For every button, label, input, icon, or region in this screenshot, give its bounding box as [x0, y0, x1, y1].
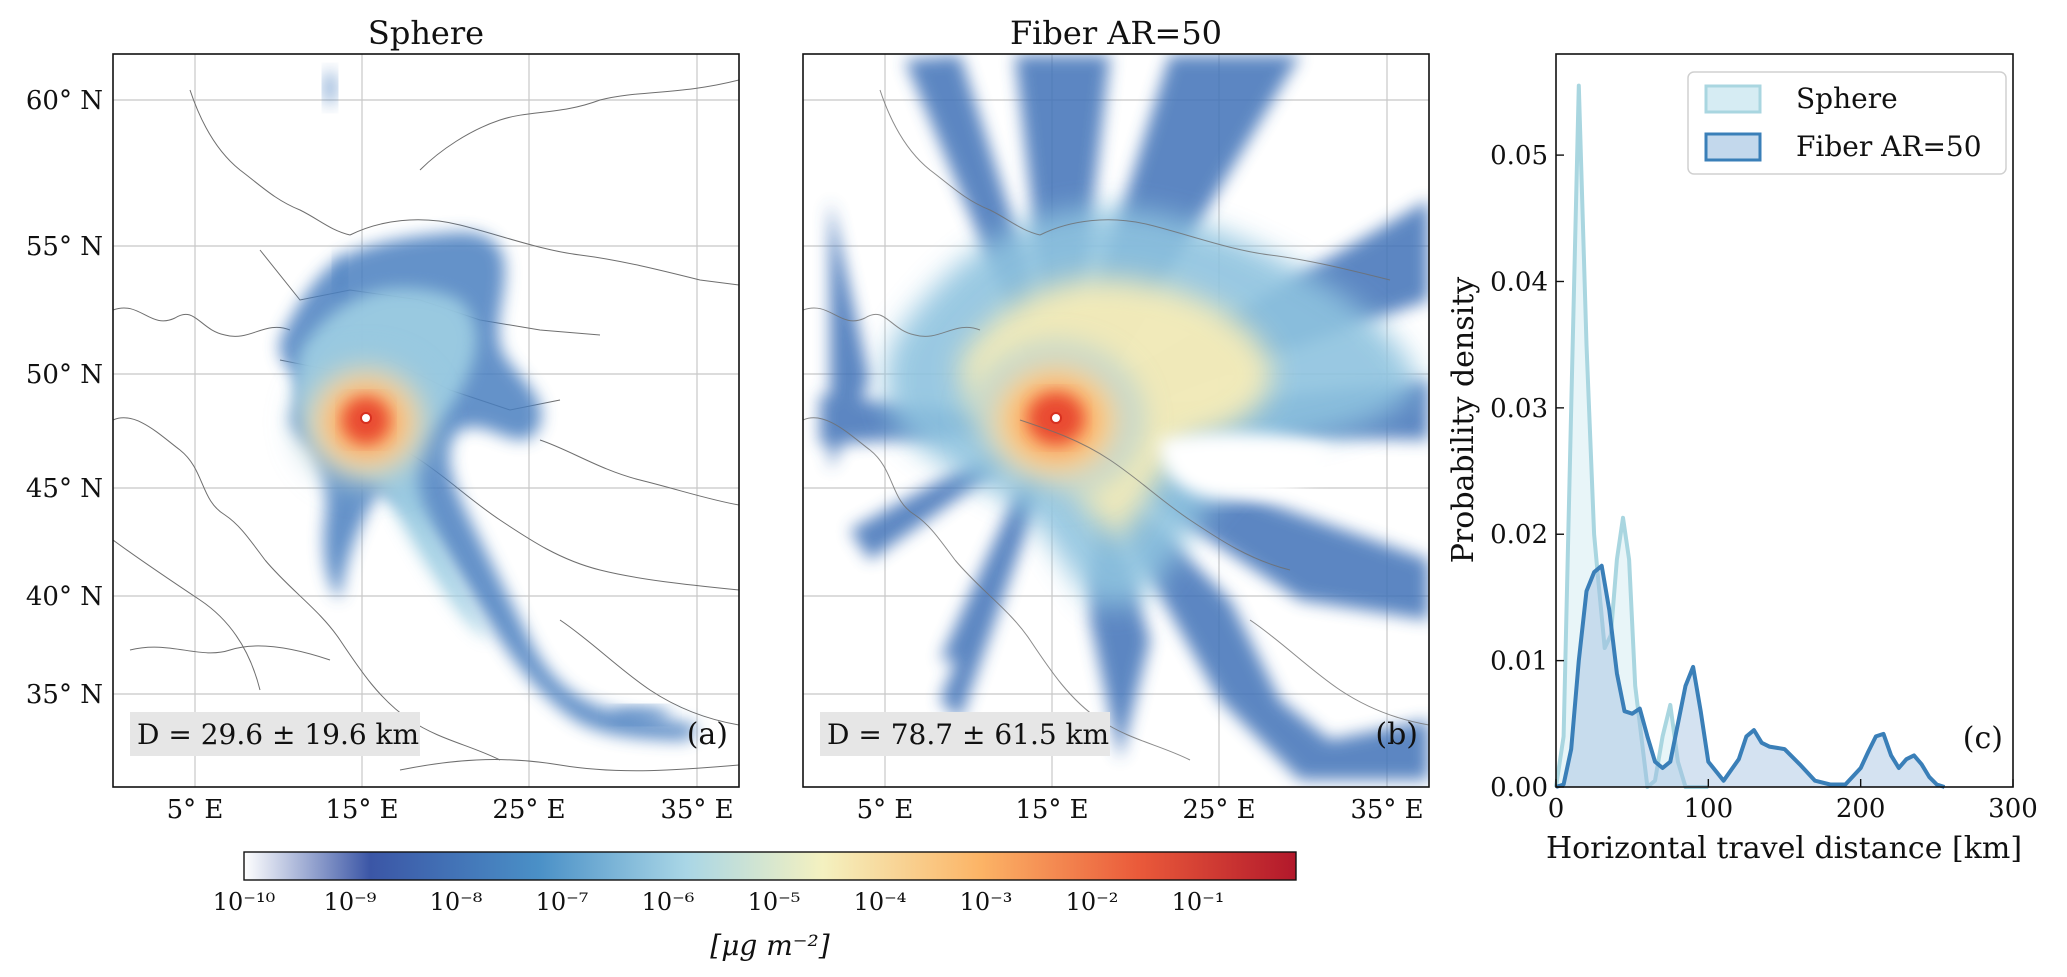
- legend-label-fiber: Fiber AR=50: [1796, 130, 1982, 163]
- map-panel-a: Sphere: [26, 14, 740, 825]
- colorbar-tick-label: 10⁻⁶: [642, 888, 695, 916]
- lon-tick-label: 25° E: [492, 795, 565, 825]
- lon-tick-label: 35° E: [660, 795, 733, 825]
- panel-a-title: Sphere: [368, 14, 484, 52]
- density-line-sphere: [1554, 83, 1709, 789]
- colorbar-tick-labels: 10⁻¹⁰ 10⁻⁹ 10⁻⁸ 10⁻⁷ 10⁻⁶ 10⁻⁵ 10⁻⁴ 10⁻³…: [213, 888, 1225, 916]
- lon-tick-labels-b: 5° E 15° E 25° E 35° E: [857, 795, 1424, 825]
- lat-tick-label: 55° N: [26, 232, 103, 262]
- lon-tick-label: 5° E: [167, 795, 224, 825]
- y-tick-label: 0.05: [1490, 141, 1548, 171]
- y-tick-label: 0.00: [1490, 773, 1548, 803]
- y-axis-label: Probability density: [1446, 277, 1481, 564]
- stat-text-a: D = 29.6 ± 19.6 km: [137, 718, 419, 751]
- colorbar-gradient: [243, 851, 1297, 881]
- lon-tick-label: 5° E: [857, 795, 914, 825]
- y-ticks: 0.00 0.01 0.02 0.03 0.04 0.05: [1490, 141, 1564, 803]
- legend-swatch-fiber: [1704, 132, 1762, 162]
- map-panel-b: Fiber AR=50: [802, 14, 1430, 825]
- lat-tick-label: 50° N: [26, 360, 103, 390]
- legend: Sphere Fiber AR=50: [1687, 71, 2007, 175]
- density-chart: 0.00 0.01 0.02 0.03 0.04 0.05 0 100 200 300 Prob…: [1446, 53, 2038, 866]
- coastlines-b: [803, 89, 1429, 761]
- y-tick-label: 0.04: [1490, 267, 1548, 297]
- panel-label-a: (a): [687, 717, 728, 752]
- x-ticks: 0 100 200 300: [1548, 779, 2038, 824]
- colorbar-tick-label: 10⁻⁸: [430, 888, 483, 916]
- legend-label-sphere: Sphere: [1796, 82, 1898, 115]
- x-tick-label: 300: [1988, 794, 2038, 824]
- colorbar-tick-label: 10⁻³: [960, 888, 1013, 916]
- source-marker-a: [360, 412, 372, 424]
- lon-tick-labels-a: 5° E 15° E 25° E 35° E: [167, 795, 734, 825]
- lon-tick-label: 25° E: [1182, 795, 1255, 825]
- lat-tick-label: 60° N: [26, 86, 103, 116]
- colorbar: 10⁻¹⁰ 10⁻⁹ 10⁻⁸ 10⁻⁷ 10⁻⁶ 10⁻⁵ 10⁻⁴ 10⁻³…: [213, 851, 1297, 962]
- x-tick-label: 100: [1684, 794, 1734, 824]
- stat-box-b: [820, 712, 1110, 756]
- lon-tick-label: 15° E: [1015, 795, 1088, 825]
- legend-swatch-sphere: [1704, 84, 1762, 114]
- colorbar-tick-label: 10⁻²: [1066, 888, 1119, 916]
- colorbar-tick-label: 10⁻⁹: [324, 888, 377, 916]
- deposition-field-b: [820, 55, 1429, 780]
- colorbar-tick-label: 10⁻⁷: [536, 888, 589, 916]
- panel-b-title: Fiber AR=50: [1010, 14, 1222, 52]
- source-marker-b: [1050, 412, 1062, 424]
- stat-box-a: [130, 712, 420, 756]
- lon-tick-label: 15° E: [325, 795, 398, 825]
- density-area-fiber: [1556, 565, 1945, 787]
- colorbar-tick-label: 10⁻¹: [1172, 888, 1225, 916]
- lat-tick-labels: 60° N 55° N 50° N 45° N 40° N 35° N: [26, 86, 103, 710]
- y-tick-label: 0.03: [1490, 394, 1548, 424]
- lat-tick-label: 35° N: [26, 680, 103, 710]
- density-plot-area: [1554, 83, 1946, 789]
- y-tick-label: 0.01: [1490, 647, 1548, 677]
- panel-label-b: (b): [1375, 717, 1418, 752]
- colorbar-label: [μg m⁻²]: [710, 929, 830, 962]
- lon-tick-label: 35° E: [1350, 795, 1423, 825]
- colorbar-tick-label: 10⁻⁵: [748, 888, 801, 916]
- colorbar-tick-label: 10⁻¹⁰: [213, 888, 275, 916]
- density-area-sphere: [1556, 85, 1709, 788]
- lat-tick-label: 40° N: [26, 582, 103, 612]
- x-tick-label: 0: [1548, 794, 1565, 824]
- colorbar-tick-label: 10⁻⁴: [854, 888, 907, 916]
- x-tick-label: 200: [1836, 794, 1886, 824]
- panel-label-c: (c): [1963, 721, 2003, 756]
- density-plot-frame: [1555, 53, 2014, 788]
- stat-text-b: D = 78.7 ± 61.5 km: [827, 718, 1109, 751]
- y-tick-label: 0.02: [1490, 520, 1548, 550]
- density-line-fiber: [1555, 563, 1946, 789]
- x-axis-label: Horizontal travel distance [km]: [1546, 831, 2022, 866]
- legend-frame: [1687, 71, 2007, 175]
- lat-tick-label: 45° N: [26, 474, 103, 504]
